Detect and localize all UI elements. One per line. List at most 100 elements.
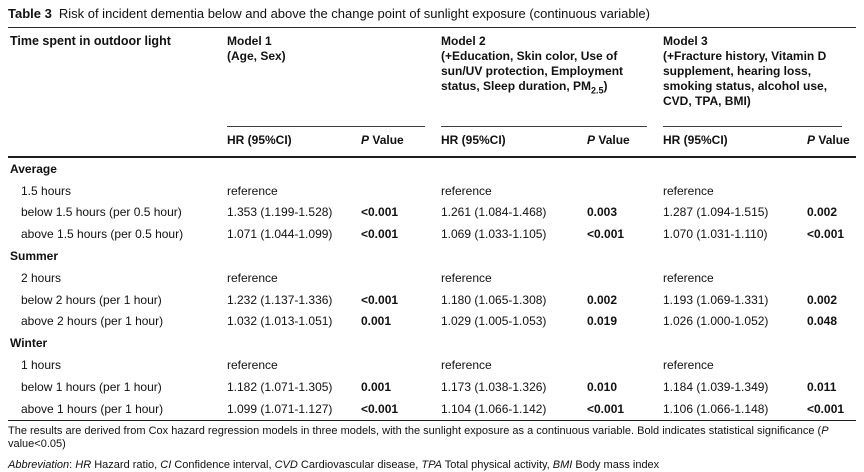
hr-value: 1.026 (1.000-1.052) bbox=[663, 314, 769, 329]
table-row: above 1 hours (per 1 hour) 1.099 (1.071-1… bbox=[8, 397, 856, 421]
hr-value: 1.287 (1.094-1.515) bbox=[663, 205, 769, 220]
table-row: below 1 hours (per 1 hour) 1.182 (1.071-1… bbox=[8, 376, 856, 398]
hr-value: 1.173 (1.038-1.326) bbox=[441, 379, 547, 394]
model3-name: Model 3 bbox=[663, 34, 708, 48]
hr-value: 1.032 (1.013-1.051) bbox=[227, 314, 333, 329]
row-label: below 2 hours (per 1 hour) bbox=[21, 292, 162, 307]
subheader-row: HR (95%CI) P Value HR (95%CI) P Value HR… bbox=[8, 127, 856, 158]
model2-header: Model 2 (+Education, Skin color, Use of … bbox=[439, 28, 661, 127]
p-value: <0.001 bbox=[361, 292, 399, 307]
p-value bbox=[805, 180, 856, 202]
hr-value: reference bbox=[227, 270, 278, 285]
hr-value: reference bbox=[663, 183, 714, 198]
row-label: above 1 hours (per 1 hour) bbox=[8, 397, 225, 421]
hr-value: reference bbox=[441, 358, 492, 373]
hr-value: 1.182 (1.071-1.305) bbox=[227, 379, 333, 394]
model1-spanner-rule bbox=[227, 126, 425, 127]
model2-spanner-rule bbox=[441, 126, 647, 127]
hr-value: 1.106 (1.066-1.148) bbox=[661, 397, 805, 421]
row-label: 2 hours bbox=[21, 270, 62, 285]
p-value: <0.001 bbox=[805, 397, 856, 421]
row-label: 1.5 hours bbox=[21, 183, 72, 198]
p-value: 0.001 bbox=[361, 379, 392, 394]
time-column-header: Time spent in outdoor light bbox=[8, 28, 225, 158]
p-value: 0.002 bbox=[807, 205, 838, 220]
hr-value: reference bbox=[227, 358, 278, 373]
p-value: 0.003 bbox=[587, 205, 618, 220]
model3-label: Model 3 (+Fracture history, Vitamin D su… bbox=[663, 34, 854, 109]
hr-value: reference bbox=[441, 270, 492, 285]
p-value: 0.048 bbox=[807, 314, 838, 329]
p-value bbox=[585, 267, 661, 289]
p-value: 0.011 bbox=[807, 379, 837, 394]
hr-value: reference bbox=[441, 183, 492, 198]
p-value: 0.010 bbox=[587, 379, 618, 394]
hr-value: 1.099 (1.071-1.127) bbox=[225, 397, 359, 421]
hr-value: 1.184 (1.039-1.349) bbox=[663, 379, 769, 394]
table-row: 2 hours reference reference reference bbox=[8, 267, 856, 289]
hr-value: 1.180 (1.065-1.308) bbox=[441, 292, 547, 307]
row-label: below 1.5 hours (per 0.5 hour) bbox=[21, 205, 182, 220]
hr-value: 1.104 (1.066-1.142) bbox=[439, 397, 585, 421]
section-row: Average bbox=[8, 157, 856, 180]
hr-value: 1.353 (1.199-1.528) bbox=[227, 205, 333, 220]
hr-value: 1.071 (1.044-1.099) bbox=[227, 227, 333, 242]
row-label: above 1.5 hours (per 0.5 hour) bbox=[21, 227, 184, 242]
model2-name: Model 2 bbox=[441, 34, 486, 48]
model3-header: Model 3 (+Fracture history, Vitamin D su… bbox=[661, 28, 856, 127]
p-value bbox=[359, 180, 439, 202]
model2-pvalue-header: P Value bbox=[585, 127, 661, 158]
model1-name: Model 1 bbox=[227, 34, 272, 48]
model1-pvalue-header: P Value bbox=[359, 127, 439, 158]
p-value: 0.002 bbox=[587, 292, 618, 307]
table-row: 1 hours reference reference reference bbox=[8, 354, 856, 376]
section-label: Average bbox=[10, 161, 57, 176]
p-value bbox=[805, 354, 856, 376]
hr-value: 1.193 (1.069-1.331) bbox=[663, 292, 769, 307]
table-title: Table 3 Risk of incident dementia below a… bbox=[8, 5, 856, 28]
footnote-text: The results are derived from Cox hazard … bbox=[8, 424, 829, 451]
model1-covariates: (Age, Sex) bbox=[227, 49, 286, 63]
row-label: above 2 hours (per 1 hour) bbox=[21, 314, 164, 329]
model3-hr-header: HR (95%CI) bbox=[661, 127, 805, 158]
model2-covariates: (+Education, Skin color, Use of sun/UV p… bbox=[441, 49, 624, 96]
table-footnotes: The results are derived from Cox hazard … bbox=[8, 421, 858, 472]
hr-value: 1.232 (1.137-1.336) bbox=[227, 292, 333, 307]
results-table: Time spent in outdoor light Model 1 (Age… bbox=[8, 28, 856, 421]
p-value bbox=[359, 354, 439, 376]
p-value bbox=[805, 267, 856, 289]
table-number: Table 3 bbox=[8, 6, 52, 21]
model3-covariates: (+Fracture history, Vitamin D supplement… bbox=[663, 49, 828, 108]
p-value: <0.001 bbox=[587, 227, 625, 242]
model1-label: Model 1 (Age, Sex) bbox=[227, 34, 437, 64]
p-value bbox=[585, 354, 661, 376]
section-row: Winter bbox=[8, 332, 856, 354]
p-value: 0.019 bbox=[587, 314, 618, 329]
table-header: Time spent in outdoor light Model 1 (Age… bbox=[8, 28, 856, 158]
table-row: below 1.5 hours (per 0.5 hour) 1.353 (1.1… bbox=[8, 202, 856, 224]
section-label: Winter bbox=[10, 336, 48, 351]
p-value: 0.001 bbox=[361, 314, 392, 329]
table-caption: Risk of incident dementia below and abov… bbox=[58, 6, 650, 21]
hr-value: 1.261 (1.084-1.468) bbox=[441, 205, 547, 220]
p-value: 0.002 bbox=[807, 292, 838, 307]
p-value: <0.001 bbox=[359, 397, 439, 421]
p-value: <0.001 bbox=[807, 227, 845, 242]
p-value: <0.001 bbox=[361, 227, 399, 242]
hr-value: reference bbox=[663, 270, 714, 285]
table-row: above 1.5 hours (per 0.5 hour) 1.071 (1.0… bbox=[8, 223, 856, 245]
model3-pvalue-header: P Value bbox=[805, 127, 856, 158]
p-value bbox=[359, 267, 439, 289]
model1-hr-header: HR (95%CI) bbox=[225, 127, 359, 158]
table-row: above 2 hours (per 1 hour) 1.032 (1.013-1… bbox=[8, 311, 856, 333]
p-value: <0.001 bbox=[585, 397, 661, 421]
abbreviation-text: Abbreviation: HR Hazard ratio, CI Confid… bbox=[8, 458, 660, 471]
model2-hr-header: HR (95%CI) bbox=[439, 127, 585, 158]
table-row: 1.5 hours reference reference reference bbox=[8, 180, 856, 202]
hr-value: 1.070 (1.031-1.110) bbox=[663, 227, 768, 242]
table-row: below 2 hours (per 1 hour) 1.232 (1.137-1… bbox=[8, 289, 856, 311]
model3-spanner-rule bbox=[663, 126, 842, 127]
hr-value: 1.069 (1.033-1.105) bbox=[441, 227, 547, 242]
row-label: below 1 hours (per 1 hour) bbox=[21, 379, 162, 394]
